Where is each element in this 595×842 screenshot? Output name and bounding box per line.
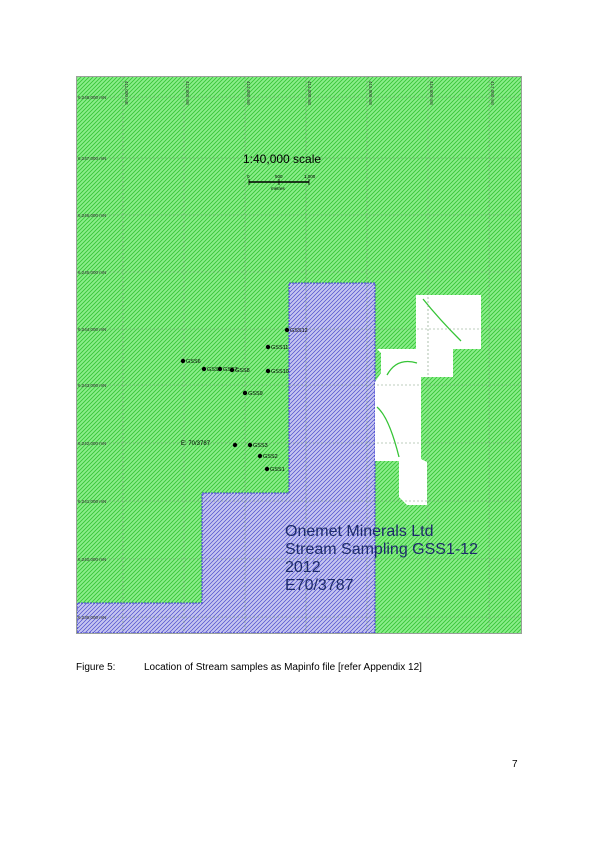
northing-label: 6,245,000 mN [78, 270, 106, 275]
northing-label: 6,247,000 mN [78, 156, 106, 161]
scale-title: 1:40,000 scale [243, 152, 321, 166]
sample-label-gss1: GSS1 [270, 467, 285, 473]
figure-label: Figure 5: [76, 662, 116, 673]
sample-point-gss4 [232, 442, 238, 448]
figure-caption: Location of Stream samples as Mapinfo fi… [144, 662, 422, 673]
sample-point-gss3 [247, 442, 253, 448]
tenement-id-label: E: 70/3787 [181, 441, 211, 447]
northing-label: 6,248,000 mN [78, 95, 106, 100]
easting-label: 415,000 mE [368, 81, 373, 105]
sample-point-gss10 [265, 368, 271, 374]
sample-point-gss1 [264, 466, 270, 472]
map-figure: 411,000 mE 412,000 mE 413,000 mE 414,000 mE… [76, 76, 522, 634]
sample-points: GSS1GSS2GSS3GSS5GSS6GSS7GSS8GSS9GSS10GSS… [180, 327, 308, 473]
easting-label: 414,000 mE [307, 81, 312, 105]
sample-point-gss8 [229, 367, 235, 373]
sample-label-gss5: GSS5 [207, 367, 222, 373]
northing-label: 6,243,000 mN [78, 383, 106, 388]
easting-labels: 411,000 mE 412,000 mE 413,000 mE 414,000 mE… [124, 81, 495, 105]
sample-point-gss7 [217, 366, 223, 372]
sample-point-gss2 [257, 453, 263, 459]
sample-label-gss3: GSS3 [253, 443, 268, 449]
map-canvas: 411,000 mE 412,000 mE 413,000 mE 414,000 mE… [77, 77, 521, 633]
sample-label-gss2: GSS2 [263, 454, 278, 460]
sample-point-gss11 [265, 344, 271, 350]
sample-label-gss8: GSS8 [235, 368, 250, 374]
sample-point-gss9 [242, 390, 248, 396]
title-year: 2012 [285, 559, 321, 576]
scale-block: 1:40,000 scale 0 500 1,000 metres [243, 152, 321, 191]
sample-label-gss6: GSS6 [186, 359, 201, 365]
northing-label: 6,240,000 mN [78, 557, 106, 562]
easting-label: 417,000 mE [490, 81, 495, 105]
coordinate-grid [77, 77, 521, 633]
easting-label: 413,000 mE [246, 81, 251, 105]
sample-label-gss9: GSS9 [248, 391, 263, 397]
sample-label-gss11: GSS11 [271, 345, 288, 351]
northing-labels: 6,248,000 mN 6,247,000 mN 6,246,000 mN 6,24… [78, 95, 106, 620]
northing-label: 6,244,000 mN [78, 327, 106, 332]
easting-label: 416,000 mE [429, 81, 434, 105]
northing-label: 6,239,000 mN [78, 615, 106, 620]
scale-tick-500: 500 [275, 174, 283, 179]
northing-label: 6,246,000 mN [78, 213, 106, 218]
scale-tick-1000: 1,000 [304, 174, 316, 179]
cleared-area-upper [416, 295, 481, 349]
title-survey: Stream Sampling GSS1-12 [285, 541, 478, 558]
sample-point-gss6 [180, 358, 186, 364]
northing-label: 6,242,000 mN [78, 441, 106, 446]
northing-label: 6,241,000 mN [78, 499, 106, 504]
scale-unit: metres [271, 186, 286, 191]
sample-point-gss12 [284, 327, 290, 333]
title-tenement: E70/3787 [285, 577, 354, 594]
sample-point-gss5 [201, 366, 207, 372]
sample-label-gss10: GSS10 [271, 369, 289, 375]
easting-label: 411,000 mE [124, 81, 129, 105]
title-company: Onemet Minerals Ltd [285, 523, 434, 540]
scale-tick-0: 0 [247, 174, 250, 179]
sample-label-gss12: GSS12 [290, 328, 308, 334]
page-number: 7 [512, 759, 518, 770]
title-block: Onemet Minerals Ltd Stream Sampling GSS1… [285, 523, 478, 594]
easting-label: 412,000 mE [185, 81, 190, 105]
stream-line [376, 298, 462, 458]
